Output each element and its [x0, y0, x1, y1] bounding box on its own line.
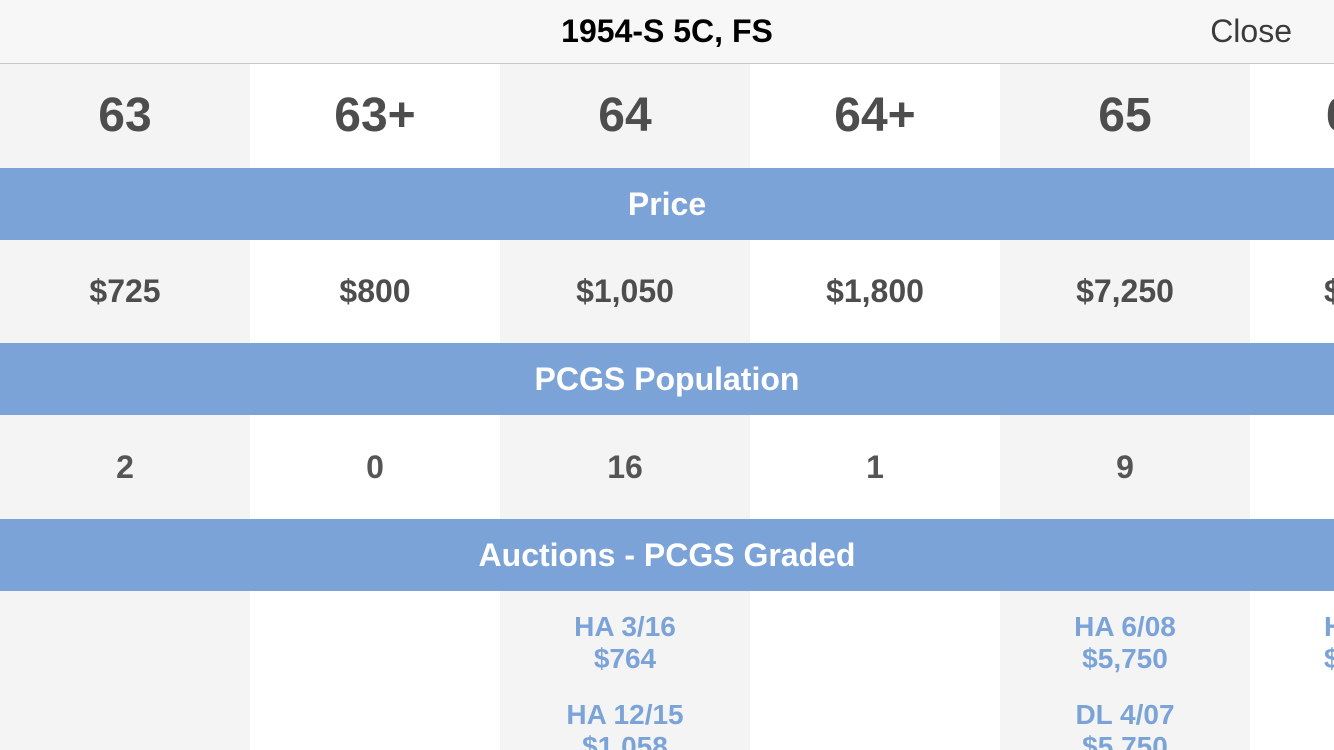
auction-cell: HA 6/08 $5,750 DL 4/07 $5,750	[1000, 591, 1250, 750]
price-cell: $1,800	[750, 240, 1000, 343]
auction-price: $5,750	[1082, 731, 1168, 750]
grade-cell: 64+	[750, 64, 1000, 168]
auction-price: $764	[593, 643, 657, 674]
section-header-price: Price	[0, 168, 1334, 240]
price-cell: $800	[250, 240, 500, 343]
auction-source: H	[1324, 611, 1334, 643]
population-cell: 1	[750, 415, 1000, 519]
population-cell: 16	[500, 415, 750, 519]
navigation-bar: 1954-S 5C, FS Close	[0, 0, 1334, 64]
auction-link[interactable]: HA 6/08 $5,750	[1000, 611, 1250, 675]
population-cell: 2	[0, 415, 250, 519]
auction-source: HA 6/08	[1074, 611, 1176, 642]
grade-cell: 64	[500, 64, 750, 168]
auction-price: $1,058	[582, 731, 668, 750]
section-header-population: PCGS Population	[0, 343, 1334, 415]
grade-cell: 63	[0, 64, 250, 168]
price-row: $725 $800 $1,050 $1,800 $7,250 $1	[0, 240, 1334, 343]
auction-price: $5,750	[1082, 643, 1168, 674]
auction-cell	[250, 591, 500, 750]
population-cell: 0	[250, 415, 500, 519]
auction-source: HA 3/16	[574, 611, 676, 642]
auction-cell	[0, 591, 250, 750]
auction-cell: HA 3/16 $764 HA 12/15 $1,058	[500, 591, 750, 750]
close-button[interactable]: Close	[1210, 13, 1292, 49]
auction-price: $	[1324, 643, 1334, 674]
population-row: 2 0 16 1 9	[0, 415, 1334, 519]
auction-source: DL 4/07	[1075, 699, 1175, 730]
grade-cell: 63+	[250, 64, 500, 168]
auction-source: HA 12/15	[566, 699, 684, 730]
auctions-row: HA 3/16 $764 HA 12/15 $1,058 HA 6/08 $5,…	[0, 591, 1334, 750]
population-cell: 9	[1000, 415, 1250, 519]
grade-cell: 6	[1250, 64, 1334, 168]
auction-link[interactable]: H $	[1324, 611, 1334, 675]
price-guide-grid[interactable]: 63 63+ 64 64+ 65 6 Price $725 $800 $1,05…	[0, 64, 1334, 750]
page-title: 1954-S 5C, FS	[561, 13, 773, 49]
price-cell: $1,050	[500, 240, 750, 343]
price-cell: $725	[0, 240, 250, 343]
population-cell	[1250, 415, 1334, 519]
grade-cell: 65	[1000, 64, 1250, 168]
auction-link[interactable]: HA 12/15 $1,058	[500, 699, 750, 750]
auction-cell: H $	[1250, 591, 1334, 750]
auction-link[interactable]: HA 3/16 $764	[500, 611, 750, 675]
price-cell: $1	[1250, 240, 1334, 343]
auction-cell	[750, 591, 1000, 750]
auction-link[interactable]: DL 4/07 $5,750	[1000, 699, 1250, 750]
section-header-auctions: Auctions - PCGS Graded	[0, 519, 1334, 591]
price-cell: $7,250	[1000, 240, 1250, 343]
grade-header-row: 63 63+ 64 64+ 65 6	[0, 64, 1334, 168]
